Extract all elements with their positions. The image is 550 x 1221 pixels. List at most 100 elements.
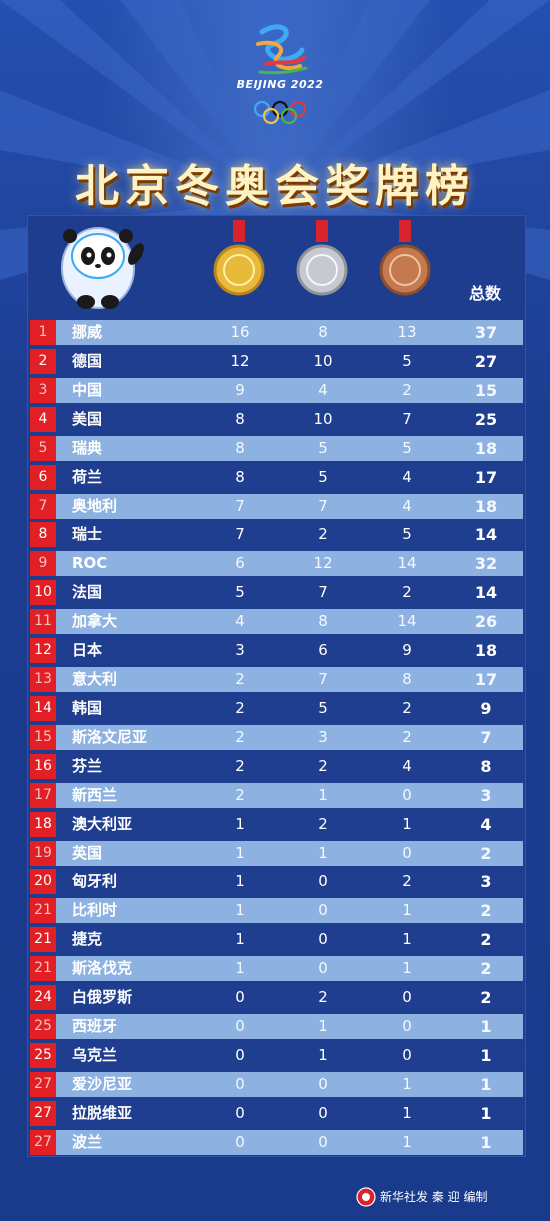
page-title: 北京冬奥会奖牌榜 [75,161,475,212]
silver-medal-icon [296,220,348,296]
total-count: 18 [474,641,498,661]
bronze-count: 13 [397,323,417,341]
total-count: 3 [480,785,492,805]
gold-count: 1 [235,872,245,891]
rank-cell: 27 [30,1071,56,1097]
bronze-count: 1 [402,1074,412,1093]
rank-cell: 4 [30,406,56,432]
silver-count: 8 [318,323,328,341]
country-name: 德国 [72,351,103,370]
table-row: 17 新西兰 2 1 0 3 [30,782,523,808]
country-name: 英国 [72,843,103,862]
table-row: 27 波兰 0 0 1 1 [30,1129,523,1155]
bronze-medal-icon [379,220,431,296]
table-row: 27 拉脱维亚 0 0 1 1 [30,1100,523,1126]
bronze-count: 1 [402,930,412,949]
table-row: 10 法国 5 7 2 14 [30,580,523,606]
table-row: 6 荷兰 8 5 4 17 [30,464,523,490]
total-count: 1 [480,1074,492,1094]
rank-cell: 2 [30,348,56,374]
rank-cell: 19 [30,840,56,866]
total-count: 18 [474,438,498,458]
silver-count: 12 [313,554,333,573]
table-row: 27 爱沙尼亚 0 0 1 1 [30,1071,523,1097]
bronze-count: 1 [402,959,412,978]
table-row: 24 白俄罗斯 0 2 0 2 [30,985,523,1011]
gold-count: 3 [235,641,245,660]
table-row: 25 乌克兰 0 1 0 1 [30,1043,523,1068]
silver-count: 0 [318,1074,328,1093]
rank-cell: 27 [30,1129,56,1155]
gold-count: 4 [235,612,245,631]
bronze-count: 14 [397,612,417,631]
country-name: 匈牙利 [72,872,118,891]
table-row: 1 挪威 16 8 13 37 [30,320,523,345]
silver-count: 5 [318,438,328,457]
rank-cell: 12 [30,638,56,664]
rank-cell: 21 [30,898,56,924]
country-name: 波兰 [72,1132,103,1151]
table-row: 7 奥地利 7 7 4 18 [30,493,523,519]
bronze-count: 2 [402,727,412,746]
total-count: 8 [480,756,492,776]
table-row: 21 比利时 1 0 1 2 [30,898,523,924]
table-row: 16 芬兰 2 2 4 8 [30,753,523,779]
bronze-count: 2 [402,698,412,717]
rank-cell: 27 [30,1100,56,1126]
gold-count: 1 [235,814,245,833]
total-count: 1 [480,1103,492,1123]
silver-count: 2 [318,525,328,544]
gold-count: 0 [235,1017,245,1036]
silver-count: 10 [313,351,333,370]
country-name: 白俄罗斯 [72,988,133,1007]
gold-count: 2 [235,698,245,717]
gold-count: 1 [235,843,245,862]
total-count: 2 [480,843,492,863]
rank-cell: 5 [30,435,56,461]
country-name: 法国 [72,583,103,602]
bronze-count: 1 [402,1103,412,1122]
gold-count: 6 [235,554,245,573]
gold-count: 16 [230,323,250,341]
table-row: 15 斯洛文尼亚 2 3 2 7 [30,724,523,750]
silver-count: 0 [318,872,328,891]
gold-count: 9 [235,380,245,399]
table-row: 5 瑞典 8 5 5 18 [30,435,523,461]
country-name: 日本 [72,641,103,660]
bronze-count: 8 [402,670,412,689]
gold-count: 12 [230,351,250,370]
rank-cell: 3 [30,377,56,403]
total-column-header: 总数 [468,284,501,303]
bronze-count: 0 [402,785,412,804]
rank-cell: 24 [30,985,56,1011]
silver-count: 4 [318,380,328,399]
table-row: 25 西班牙 0 1 0 1 [30,1014,523,1040]
table-row: 21 捷克 1 0 1 2 [30,927,523,953]
table-row: 12 日本 3 6 9 18 [30,638,523,664]
total-count: 4 [480,814,492,834]
bronze-count: 9 [402,641,412,660]
total-count: 17 [474,467,498,487]
xinhua-logo-icon [356,1187,376,1207]
credit-text: 新华社发 秦 迎 编制 [380,1190,488,1204]
rank-cell: 13 [30,667,56,693]
country-name: 新西兰 [72,785,118,804]
table-row: 8 瑞士 7 2 5 14 [30,522,523,548]
gold-count: 8 [235,438,245,457]
total-count: 17 [474,670,498,690]
rank-cell: 8 [30,522,56,548]
bronze-count: 0 [402,1046,412,1064]
silver-count: 5 [318,698,328,717]
total-count: 9 [480,698,492,718]
country-name: 爱沙尼亚 [72,1074,133,1093]
table-row: 3 中国 9 4 2 15 [30,377,523,403]
country-name: 瑞士 [72,525,103,544]
country-name: 芬兰 [72,756,103,775]
silver-count: 1 [318,785,328,804]
rank-cell: 9 [30,551,56,577]
table-row: 14 韩国 2 5 2 9 [30,695,523,721]
gold-count: 1 [235,901,245,920]
country-name: 斯洛伐克 [72,959,133,978]
country-name: 韩国 [72,698,103,717]
